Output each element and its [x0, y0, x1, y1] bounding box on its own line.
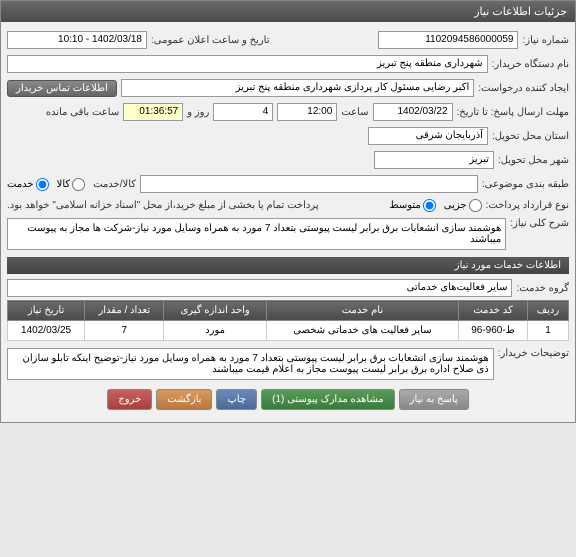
- table-cell: سایر فعالیت های خدماتی شخصی: [266, 321, 458, 341]
- days-value: 4: [213, 103, 273, 121]
- exit-button[interactable]: خروج: [107, 389, 152, 410]
- contact-info-button[interactable]: اطلاعات تماس خریدار: [7, 80, 117, 97]
- services-header: اطلاعات خدمات مورد نیاز: [7, 257, 569, 274]
- main-window: جزئیات اطلاعات نیاز شماره نیاز: 11020945…: [0, 0, 576, 423]
- payment-note: پرداخت تمام یا بخشی از مبلغ خرید،از محل …: [7, 200, 385, 211]
- titlebar: جزئیات اطلاعات نیاز: [1, 1, 575, 22]
- service-group-label: گروه خدمت:: [516, 283, 569, 294]
- table-cell: مورد: [164, 321, 266, 341]
- radio-goods[interactable]: کالا: [57, 178, 86, 191]
- radio-medium[interactable]: متوسط: [389, 199, 435, 212]
- request-no-value: 1102094586000059: [378, 31, 518, 49]
- remaining-time: 01:36:57: [123, 103, 183, 121]
- desc-label: شرح کلی نیاز:: [510, 218, 569, 229]
- table-header: کد خدمت: [459, 301, 528, 321]
- table-cell: 1: [527, 321, 568, 341]
- province-value: آذربایجان شرقی: [368, 127, 488, 145]
- deadline-time: 12:00: [277, 103, 337, 121]
- day-label: روز و: [187, 107, 209, 118]
- table-row: 1ط-960-96سایر فعالیت های خدماتی شخصیمورد…: [8, 321, 569, 341]
- time-label-1: ساعت: [341, 107, 368, 118]
- desc-value: هوشمند سازی انشعابات برق برابر لیست پیوس…: [7, 218, 506, 250]
- request-no-label: شماره نیاز:: [522, 35, 569, 46]
- table-cell: 7: [85, 321, 164, 341]
- reply-button[interactable]: پاسخ به نیاز: [399, 389, 469, 410]
- services-table: ردیفکد خدمتنام خدمتواحد اندازه گیریتعداد…: [7, 300, 569, 341]
- creator-label: ایجاد کننده درخواست:: [478, 83, 569, 94]
- announce-label: تاریخ و ساعت اعلان عمومی:: [151, 35, 270, 46]
- table-cell: 1402/03/25: [8, 321, 85, 341]
- buyer-notes-value: هوشمند سازی انشعابات برق برابر لیست پیوس…: [7, 348, 494, 380]
- back-button[interactable]: بازگشت: [156, 389, 212, 410]
- radio-service[interactable]: خدمت: [7, 178, 49, 191]
- creator-value: اکبر رضایی مسئول کار پردازی شهرداری منطق…: [121, 79, 474, 97]
- buyer-label: نام دستگاه خریدار:: [492, 59, 569, 70]
- city-value: تبریز: [374, 151, 494, 169]
- table-cell: ط-960-96: [459, 321, 528, 341]
- contract-type-group: جزیی متوسط: [389, 199, 481, 212]
- table-header: تعداد / مقدار: [85, 301, 164, 321]
- button-row: پاسخ به نیاز مشاهده مدارک پیوستی (1) چاپ…: [7, 383, 569, 416]
- content-area: شماره نیاز: 1102094586000059 تاریخ و ساع…: [1, 22, 575, 422]
- radio-partial[interactable]: جزیی: [444, 199, 482, 212]
- attachments-button[interactable]: مشاهده مدارک پیوستی (1): [261, 389, 395, 410]
- category-value: [140, 175, 478, 193]
- deadline-label: مهلت ارسال پاسخ: تا تاریخ:: [457, 107, 569, 118]
- table-header: واحد اندازه گیری: [164, 301, 266, 321]
- goods-service-group: کالا/خدمت کالا خدمت: [7, 178, 136, 191]
- announce-value: 1402/03/18 - 10:10: [7, 31, 147, 49]
- remaining-label: ساعت باقی مانده: [46, 107, 119, 118]
- province-label: استان محل تحویل:: [492, 131, 569, 142]
- buyer-value: شهرداری منطقه پنج تبریز: [7, 55, 488, 73]
- category-label: طبقه بندی موضوعی:: [482, 179, 569, 190]
- table-header: ردیف: [527, 301, 568, 321]
- table-header: نام خدمت: [266, 301, 458, 321]
- goods-label: کالا/خدمت: [93, 179, 136, 190]
- table-header: تاریخ نیاز: [8, 301, 85, 321]
- service-group-value: سایر فعالیت‌های خدماتی: [7, 279, 512, 297]
- contract-label: نوع قرارداد پرداخت:: [486, 200, 569, 211]
- buyer-notes-label: توضیحات خریدار:: [498, 348, 569, 359]
- city-label: شهر محل تحویل:: [498, 155, 569, 166]
- print-button[interactable]: چاپ: [216, 389, 257, 410]
- deadline-date: 1402/03/22: [373, 103, 453, 121]
